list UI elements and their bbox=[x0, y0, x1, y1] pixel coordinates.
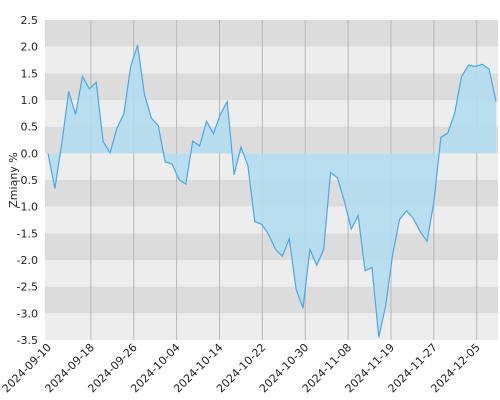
y-tick-label: -0.5 bbox=[17, 174, 38, 187]
y-tick-label: -2.0 bbox=[17, 254, 38, 267]
y-tick-label: -2.5 bbox=[17, 281, 38, 294]
grid-band bbox=[45, 73, 498, 100]
y-tick-label: 2.0 bbox=[21, 41, 39, 54]
grid-band bbox=[45, 260, 498, 287]
grid-band bbox=[45, 100, 498, 127]
y-axis-label: Zmiany % bbox=[7, 152, 20, 207]
series-line bbox=[47, 44, 497, 338]
y-tick-label: -1.0 bbox=[17, 201, 38, 214]
y-tick-label: 2.5 bbox=[21, 14, 39, 27]
y-tick-label: -3.0 bbox=[17, 307, 38, 320]
y-axis-ticks: 2.5 2.0 1.5 1.0 0.5 0.0 -0.5 -1.0 -1.5 -2.0 -2.5 -3… bbox=[17, 14, 38, 347]
y-tick-label: -3.5 bbox=[17, 334, 38, 347]
y-tick-label: -1.5 bbox=[17, 227, 38, 240]
y-tick-label: 0.5 bbox=[21, 121, 39, 134]
y-tick-label: 0.0 bbox=[21, 147, 39, 160]
x-axis-ticks: 2024-09-102024-09-182024-09-262024-10-04… bbox=[0, 341, 483, 395]
series-area bbox=[48, 45, 496, 338]
y-tick-label: 1.5 bbox=[21, 67, 39, 80]
grid-band bbox=[45, 286, 498, 314]
grid-band bbox=[45, 20, 498, 47]
grid-band bbox=[45, 46, 498, 74]
plot-area bbox=[47, 44, 497, 338]
y-tick-label: 1.0 bbox=[21, 94, 39, 107]
grid-band bbox=[45, 313, 498, 340]
